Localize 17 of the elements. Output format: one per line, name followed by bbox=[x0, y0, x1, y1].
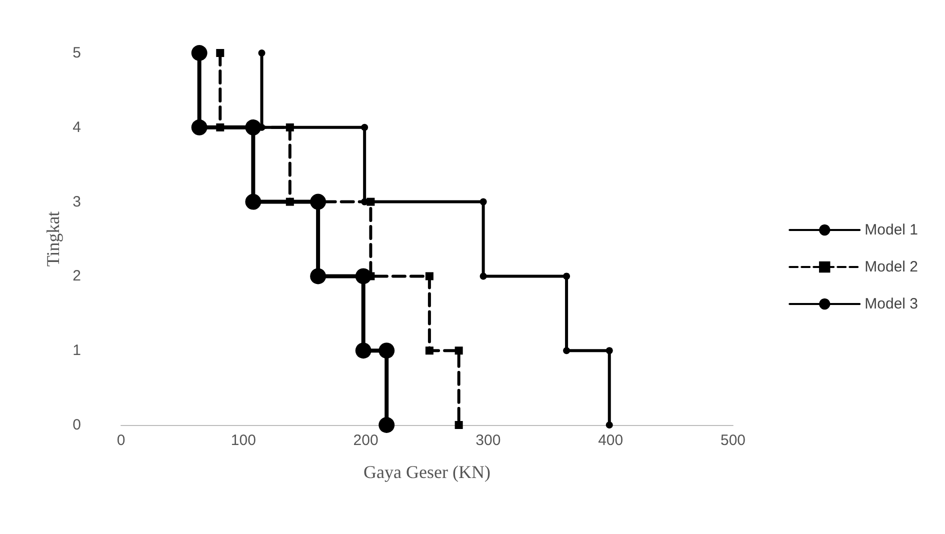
legend-label: Model 2 bbox=[864, 258, 918, 276]
x-tick-label: 200 bbox=[353, 432, 378, 449]
y-tick-label: 3 bbox=[72, 193, 81, 210]
x-tick-label: 0 bbox=[116, 432, 126, 449]
y-tick-label: 2 bbox=[72, 268, 81, 285]
x-tick-label: 300 bbox=[476, 432, 501, 449]
x-tick-label: 100 bbox=[230, 432, 256, 449]
y-tick-label: 5 bbox=[72, 44, 81, 62]
legend-label: Model 1 bbox=[864, 222, 918, 238]
y-tick-label: 1 bbox=[72, 342, 81, 360]
y-tick-label: 4 bbox=[72, 118, 81, 136]
x-tick-label: 400 bbox=[598, 432, 624, 449]
x-tick-label: 500 bbox=[720, 432, 746, 449]
x-axis-title: Gaya Geser (KN) bbox=[364, 462, 490, 482]
legend-label: Model 3 bbox=[864, 296, 918, 312]
y-axis-title: Tingkat bbox=[42, 211, 63, 267]
y-tick-label: 0 bbox=[72, 416, 81, 434]
